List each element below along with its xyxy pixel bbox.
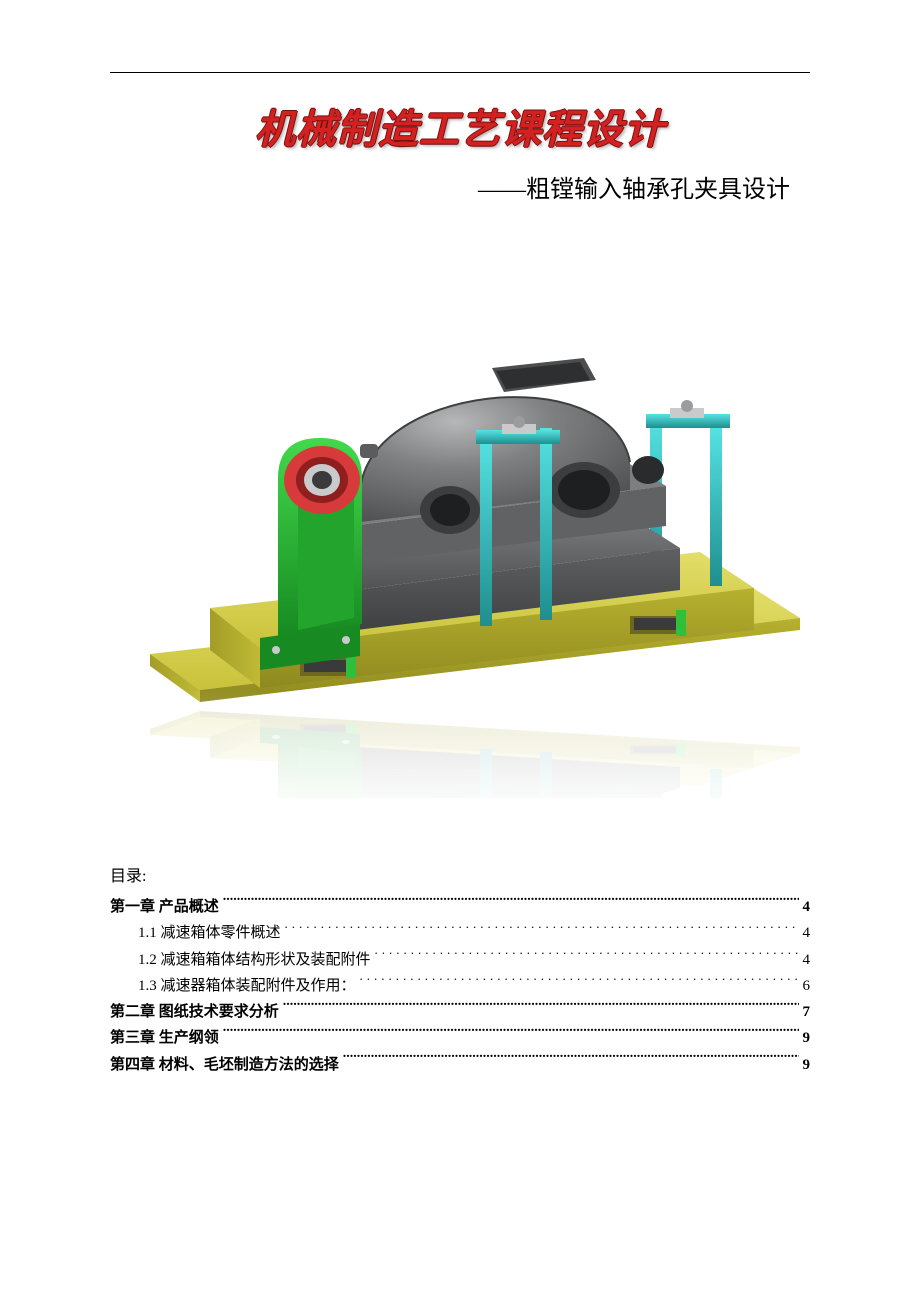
table-of-contents: 目录: 第一章 产品概述41.1 减速箱体零件概述41.2 减速箱箱体结构形状及…	[110, 862, 810, 1078]
toc-row: 1.1 减速箱体零件概述 4	[110, 920, 810, 946]
toc-label: 1.3 减速器箱体装配附件及作用：	[138, 973, 356, 999]
toc-page: 4	[803, 894, 811, 920]
toc-page: 7	[803, 999, 811, 1025]
toc-leader	[223, 895, 799, 912]
toc-label: 第三章 生产纲领	[110, 1025, 219, 1051]
toc-leader	[375, 947, 799, 964]
toc-row: 1.2 减速箱箱体结构形状及装配附件 4	[110, 947, 810, 973]
toc-row: 第三章 生产纲领 9	[110, 1025, 810, 1051]
toc-page: 4	[803, 920, 811, 946]
subtitle: ——粗镗输入轴承孔夹具设计	[110, 169, 790, 204]
toc-leader	[343, 1052, 799, 1069]
toc-page: 9	[803, 1052, 811, 1078]
toc-row: 第四章 材料、毛坯制造方法的选择 9	[110, 1052, 810, 1078]
toc-leader	[283, 1000, 799, 1017]
toc-leader	[223, 1026, 799, 1043]
main-title: 机械制造工艺课程设计	[110, 97, 810, 155]
toc-leader	[285, 921, 799, 938]
toc-row: 1.3 减速器箱体装配附件及作用： 6	[110, 973, 810, 999]
toc-label: 第一章 产品概述	[110, 894, 219, 920]
toc-page: 9	[803, 1025, 811, 1051]
toc-row: 第一章 产品概述 4	[110, 894, 810, 920]
toc-leader	[360, 973, 799, 990]
toc-page: 4	[803, 947, 811, 973]
toc-label: 第二章 图纸技术要求分析	[110, 999, 279, 1025]
toc-heading: 目录:	[110, 862, 810, 886]
cad-figure	[110, 238, 810, 798]
top-rule	[110, 72, 810, 73]
toc-label: 1.1 减速箱体零件概述	[138, 920, 281, 946]
toc-row: 第二章 图纸技术要求分析 7	[110, 999, 810, 1025]
toc-label: 1.2 减速箱箱体结构形状及装配附件	[138, 947, 371, 973]
page: 机械制造工艺课程设计 ——粗镗输入轴承孔夹具设计	[110, 60, 810, 1242]
toc-label: 第四章 材料、毛坯制造方法的选择	[110, 1052, 339, 1078]
toc-page: 6	[803, 973, 811, 999]
